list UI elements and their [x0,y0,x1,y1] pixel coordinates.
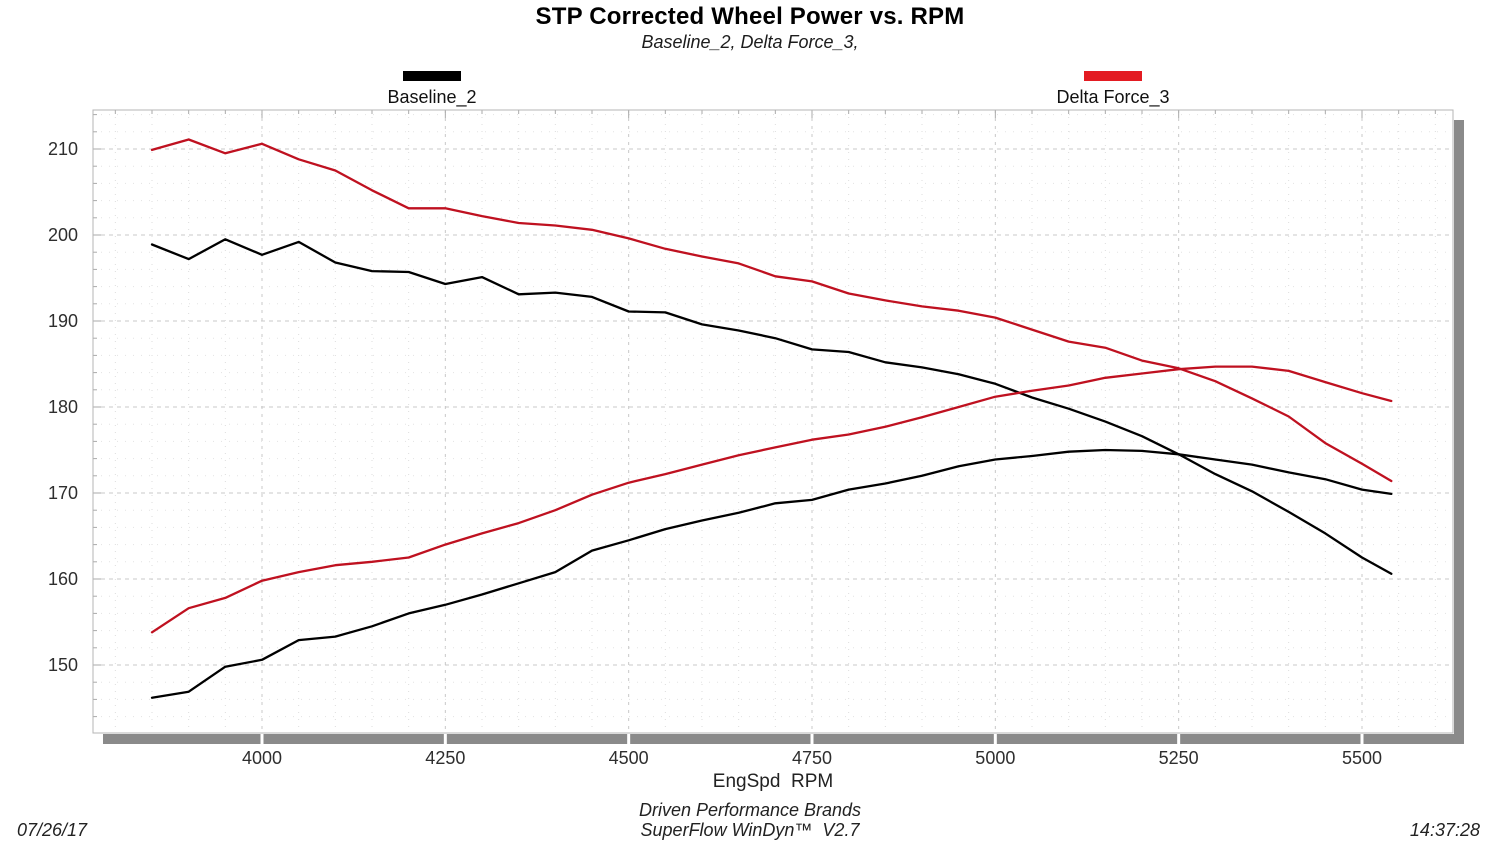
legend-swatch-delta-force3 [1084,71,1142,81]
footer-brand-line: Driven Performance Brands [638,800,862,820]
footer-time: 14:37:28 [1409,820,1480,840]
legend-label-baseline2: Baseline_2 [387,87,477,107]
x-tick-label: 4000 [241,748,283,768]
legend-swatch-baseline2 [403,71,461,81]
x-tick-label: 5500 [1341,748,1383,768]
plot-border [92,109,1454,734]
plot-shadow-right [1454,120,1464,744]
plot-shadow-bottom [103,734,1464,744]
x-tick-label: 4750 [791,748,833,768]
plot-background [93,110,1453,733]
y-tick-label: 150 [47,655,78,675]
page-title: STP Corrected Wheel Power vs. RPM [535,3,965,30]
curve-delta-force-3 [150,138,1393,483]
y-tick-label: 180 [47,397,78,417]
chart-subtitle: Baseline_2, Delta Force_3, [641,32,859,52]
curve-baseline-2 [150,238,1393,575]
legend-delta-force3: Delta Force_3 [1033,71,1193,108]
x-tick-label: 5250 [1158,748,1199,768]
y-tick-label: 160 [47,569,78,589]
x-tick-label: 5000 [975,748,1016,768]
y-tick-label: 200 [47,225,78,245]
y-tick-label: 170 [47,483,78,503]
legend-baseline2: Baseline_2 [352,71,512,108]
curve-delta-force-3 [150,365,1393,634]
legend-label-delta-force3: Delta Force_3 [1056,87,1170,107]
x-axis-label: EngSpd RPM [712,771,834,792]
y-tick-label: 210 [47,139,78,159]
x-tick-label: 4250 [425,748,466,768]
curve-baseline-2 [150,448,1393,699]
footer-date: 07/26/17 [17,820,88,840]
x-tick-label: 4500 [608,748,649,768]
y-tick-label: 190 [47,311,78,331]
footer-software-line: SuperFlow WinDyn™ V2.7 [640,820,860,840]
